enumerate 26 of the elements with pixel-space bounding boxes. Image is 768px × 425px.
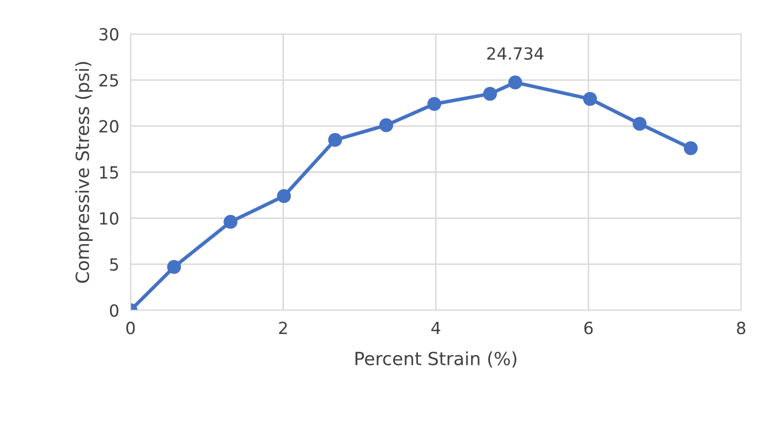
data-label: 24.734 [487, 47, 544, 60]
point [379, 118, 394, 132]
point [224, 214, 238, 229]
x-tick-label: 4 [431, 322, 440, 334]
point [583, 92, 597, 106]
point [328, 132, 342, 147]
point [632, 116, 647, 131]
point [483, 86, 497, 101]
x-tick-label: 0 [126, 322, 135, 334]
point [427, 97, 442, 111]
y-axis-title: Compressive Stress (psi) [75, 62, 93, 283]
y-tick-label: 25 [99, 74, 118, 87]
point [684, 141, 698, 156]
y-tick-label: 5 [110, 258, 118, 271]
point [167, 260, 182, 274]
y-tick-label: 30 [100, 28, 118, 41]
x-tick-label: 2 [279, 322, 287, 334]
y-tick-label: 0 [110, 304, 118, 317]
x-axis-title: Percent Strain (%) [356, 351, 516, 368]
x-tick-label: 8 [736, 322, 746, 334]
y-tick-label: 10 [100, 212, 118, 225]
point [277, 189, 291, 204]
point [508, 76, 522, 90]
y-tick-label: 15 [100, 166, 118, 179]
x-tick-label: 6 [584, 322, 593, 334]
y-tick-label: 20 [99, 120, 118, 133]
